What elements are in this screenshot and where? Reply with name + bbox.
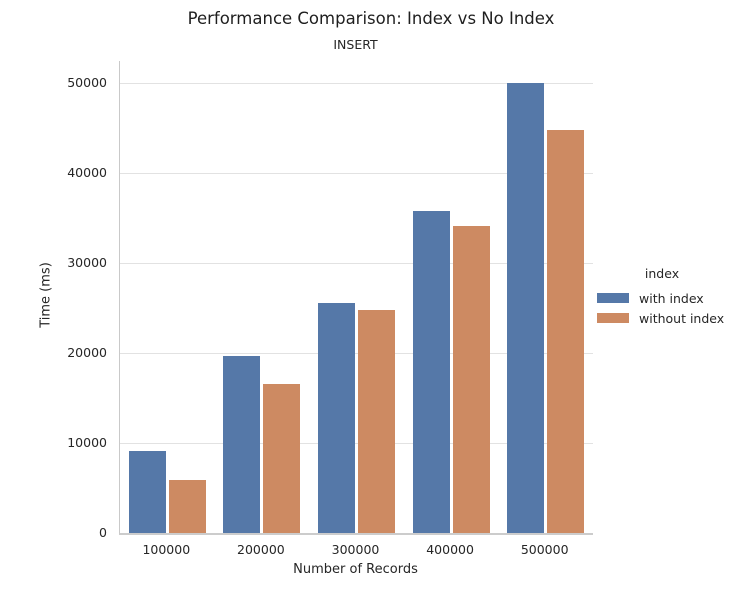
bar-with-index-500000	[507, 82, 545, 533]
gridline	[120, 352, 593, 354]
bar-with-index-200000	[223, 355, 261, 533]
plot-area	[119, 61, 593, 535]
bar-without-index-500000	[547, 130, 585, 533]
x-tick-label: 500000	[520, 542, 569, 557]
gridline	[120, 172, 593, 174]
y-tick-label: 40000	[67, 164, 107, 180]
gridline	[120, 262, 593, 264]
legend-item-without-index: without index	[594, 308, 734, 328]
legend-swatch-with-index-icon	[597, 293, 629, 303]
gridline	[120, 442, 593, 444]
chart-title: Performance Comparison: Index vs No Inde…	[187, 9, 555, 28]
y-tick-label: 30000	[67, 254, 107, 270]
legend-swatch-without-index-icon	[597, 313, 629, 323]
x-tick-label: 200000	[237, 542, 285, 557]
bar-with-index-400000	[412, 210, 450, 533]
y-tick-label: 50000	[67, 74, 107, 90]
x-tick-label: 400000	[426, 542, 474, 557]
y-axis-label: Time (ms)	[38, 262, 54, 328]
x-axis-label: Number of Records	[293, 562, 418, 577]
x-tick-label: 300000	[331, 542, 380, 557]
y-tick-label: 10000	[67, 434, 107, 450]
bar-with-index-100000	[128, 451, 166, 533]
y-tick-label: 0	[99, 525, 107, 540]
bar-without-index-200000	[263, 384, 301, 533]
chart-subtitle: INSERT	[333, 37, 378, 52]
legend: index with index without index	[594, 266, 734, 328]
x-tick-label: 100000	[142, 542, 191, 557]
y-tick-label: 20000	[67, 344, 107, 360]
legend-label-without-index: without index	[639, 310, 725, 326]
legend-item-with-index: with index	[594, 288, 734, 308]
bar-with-index-300000	[318, 303, 355, 533]
bar-without-index-300000	[358, 309, 395, 533]
legend-label-with-index: with index	[639, 290, 704, 306]
bar-without-index-100000	[168, 479, 206, 533]
legend-title: index	[644, 266, 680, 281]
gridline	[120, 82, 593, 84]
bar-without-index-400000	[452, 225, 490, 533]
